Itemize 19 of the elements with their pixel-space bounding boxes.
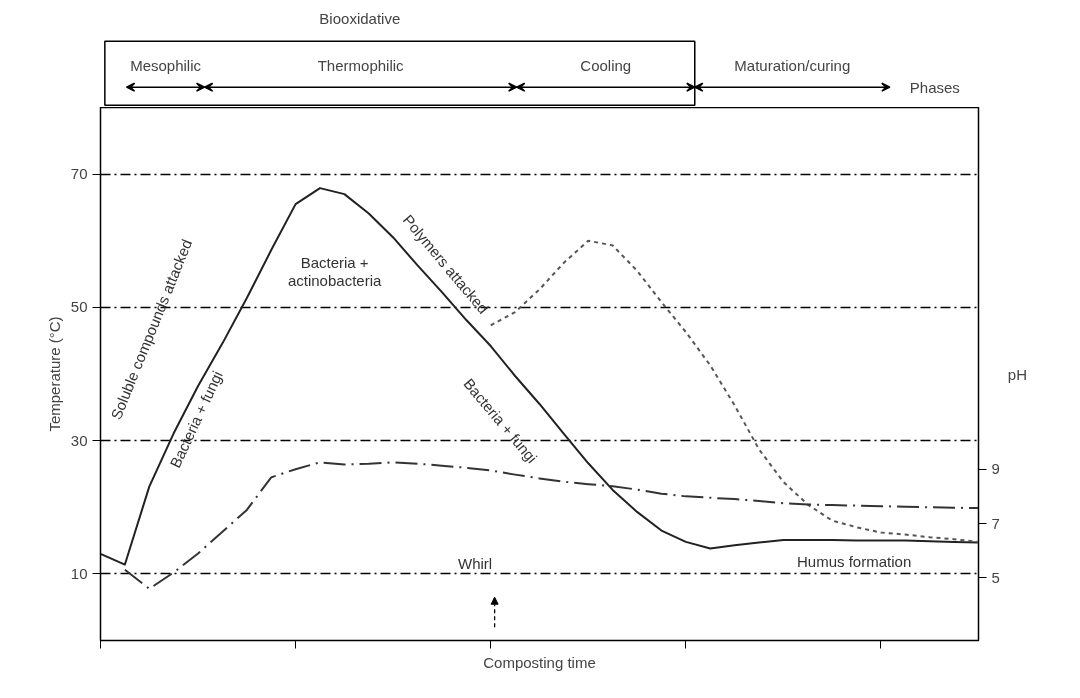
y2-axis-title: pH — [1007, 365, 1028, 383]
text: Cooling — [580, 57, 632, 75]
text: Biooxidative — [319, 10, 401, 28]
annotation: Humus formation — [797, 553, 912, 571]
text: Maturation/curing — [734, 57, 851, 75]
y-tick-label: 50 — [70, 298, 88, 316]
y-tick-label: 30 — [70, 431, 88, 449]
text: Phases — [909, 78, 960, 96]
y2-tick-label: 7 — [991, 514, 1000, 532]
annotation: Whirl — [458, 555, 493, 573]
annotation: Bacteria + actinobacteria — [287, 253, 382, 289]
y2-tick-label: 9 — [991, 460, 1000, 478]
x-axis-title: Composting time — [483, 653, 596, 671]
y2-tick-label: 5 — [991, 568, 1000, 586]
text: Mesophilic — [130, 57, 202, 75]
y-tick-label: 10 — [70, 564, 88, 582]
y-axis-title: Temperature (°C) — [45, 316, 63, 432]
y-tick-label: 70 — [70, 165, 88, 183]
text: Thermophilic — [317, 57, 405, 75]
